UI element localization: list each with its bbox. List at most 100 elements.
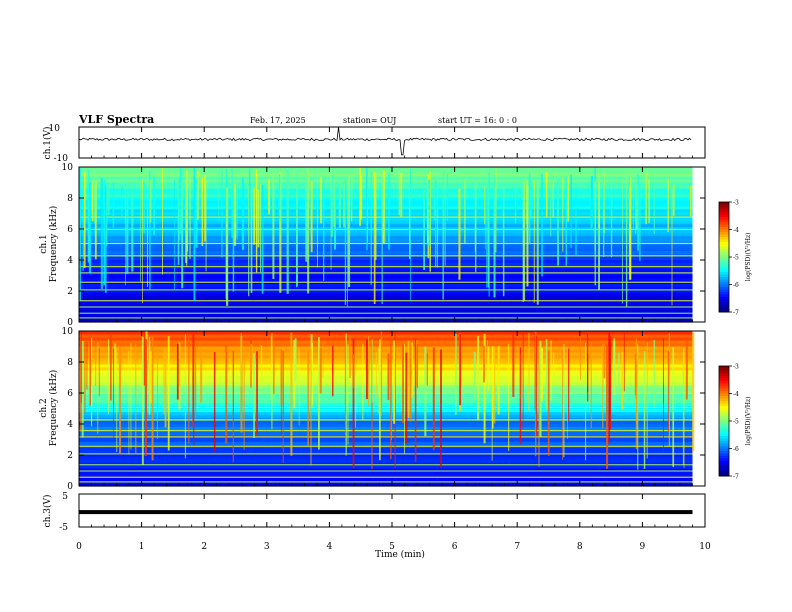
ch2-spec-streak: [376, 352, 377, 397]
ch2-spec-streak: [409, 341, 412, 422]
ch2-spec-band: [79, 456, 693, 460]
ch1-spec-line: [79, 272, 693, 274]
ch1-spec-streak: [533, 180, 535, 303]
ch2-spec-streak: [405, 352, 408, 444]
ch2-spec-streak: [606, 345, 609, 469]
ch1-spec-streak: [388, 173, 390, 250]
ch2-spec-streak: [243, 353, 245, 450]
ch2-spec-band: [79, 453, 693, 457]
ch2-spec-band: [79, 375, 693, 380]
ch1-spec-streak: [628, 188, 631, 280]
colorbar-segment: [719, 421, 729, 424]
ch3-ytick-top: 5: [62, 492, 68, 502]
ch2-spec-streak: [440, 349, 442, 468]
ch1-spec-streak: [536, 183, 539, 305]
ch2-spec-streak: [394, 332, 396, 469]
ch2-spec-streak: [355, 353, 356, 428]
ch1-spec-streak: [648, 179, 650, 224]
colorbar-segment: [719, 406, 729, 409]
colorbar-tick-label: -3: [733, 200, 739, 207]
ch1-spec-streak: [94, 180, 97, 260]
colorbar-segment: [719, 204, 729, 208]
ch2-spec-band: [79, 396, 693, 401]
ch2-spec-band: [79, 477, 693, 481]
ch1-spec-line: [79, 255, 693, 257]
ch2-spec-streak: [567, 347, 568, 439]
ch2-spec-streak: [585, 342, 587, 461]
colorbar-segment: [719, 428, 729, 432]
ch2-spec-band: [79, 334, 693, 338]
ch1-waveform-trace: [78, 126, 692, 156]
ch2-spec-streak: [86, 341, 88, 390]
ch2-spectrogram-streaks: [80, 331, 695, 470]
ch2-spec-band: [79, 366, 693, 371]
x-tick-label: 10: [699, 542, 711, 552]
ch2-spec-ytick-label: 10: [62, 327, 74, 337]
ch2-spec-streak: [322, 343, 324, 378]
ch2-spec-band: [79, 339, 693, 344]
colorbar-segment: [719, 309, 729, 313]
ch1-spec-streak: [331, 174, 334, 237]
ch1-spec-ytick-label: 0: [67, 318, 73, 328]
ch1-spec-streak: [126, 188, 129, 274]
ch1-spectrogram-panel: 0 2 4 6 8 10 ch.1 Frequency (kHz): [39, 163, 706, 328]
ch2-spec-band: [79, 447, 693, 451]
ch1-spec-streak: [149, 171, 151, 290]
ch2-spec-band: [79, 390, 693, 395]
ch1-spec-line: [79, 306, 693, 308]
colorbar-tick-label: -7: [733, 310, 739, 317]
ch1-waveform-frame: [78, 126, 706, 159]
ch1-spec-streak: [82, 175, 84, 271]
ch1-spec-streak: [370, 172, 372, 285]
figure-title: VLF Spectra: [78, 113, 154, 126]
ch2-spec-streak: [371, 343, 373, 469]
colorbar-segment: [719, 418, 729, 422]
colorbar-tick-label: -6: [733, 446, 739, 453]
ch2-spec-streak: [488, 346, 490, 392]
colorbar-segment: [719, 408, 729, 412]
x-axis-label: Time (min): [375, 549, 425, 560]
ch2-spec-streak: [84, 334, 86, 414]
ch2-spec-streak: [256, 351, 258, 436]
ch2-spec-streak: [415, 340, 418, 387]
ch2-spec-streak: [97, 342, 99, 434]
ch1-spec-streak: [637, 174, 639, 251]
ch2-spec-band: [79, 393, 693, 398]
colorbar-segment: [719, 307, 729, 310]
colorbar-segment: [719, 259, 729, 263]
ch2-spec-band: [79, 462, 693, 466]
ch2-spec-streak: [157, 348, 158, 439]
ch2-spec-streak: [497, 346, 500, 415]
ch1-spec-streak: [562, 177, 564, 252]
ch2-spec-line: [79, 419, 693, 421]
ch1-spec-band: [79, 301, 693, 305]
ch1-spec-streak: [639, 186, 641, 262]
ch2-spec-streak: [426, 352, 428, 386]
ch1-spec-streak: [272, 173, 275, 279]
ch1-spec-line: [79, 317, 693, 319]
colorbar-segment: [719, 209, 729, 213]
x-tick-label: 4: [327, 542, 333, 552]
colorbar-segment: [719, 239, 729, 243]
ch1-spec-streak: [142, 179, 143, 304]
ch1-spec-streak: [234, 183, 237, 246]
start-time-label: start UT = 16: 0 : 0: [438, 116, 517, 125]
ch2-spec-streak: [366, 339, 368, 400]
ch1-spec-streak: [149, 179, 152, 223]
ch1-spec-streak: [250, 188, 253, 293]
ch2-spec-streak: [608, 339, 611, 430]
ch1-spec-streak: [645, 172, 647, 225]
ch1-spec-streak: [260, 183, 262, 273]
ch2-spec-streak: [545, 339, 548, 410]
ch2-spec-streak: [613, 341, 616, 394]
ch2-spec-line: [79, 406, 693, 408]
ch1-spec-streak: [434, 176, 436, 221]
ch1-spec-streak: [323, 179, 325, 281]
ch2-spec-band: [79, 378, 693, 383]
colorbar-segment: [719, 368, 729, 372]
colorbar-segment: [719, 433, 729, 437]
ch1-spec-streak: [249, 168, 251, 225]
colorbar-segment: [719, 289, 729, 293]
colorbar-segment: [719, 262, 729, 265]
